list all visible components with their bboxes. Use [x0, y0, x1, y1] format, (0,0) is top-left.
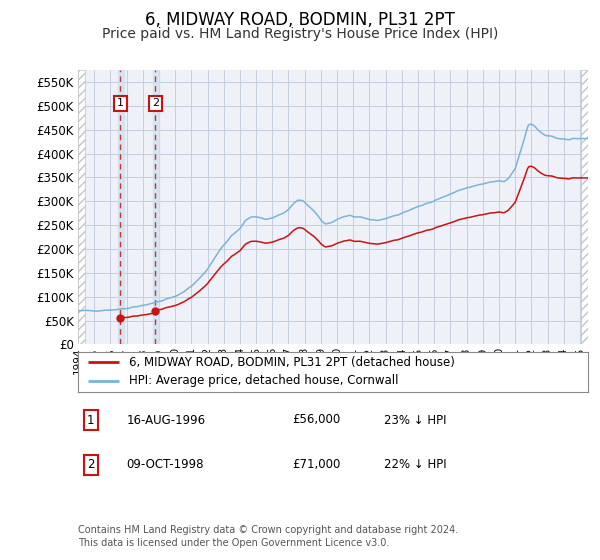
Text: HPI: Average price, detached house, Cornwall: HPI: Average price, detached house, Corn…: [129, 374, 398, 387]
Bar: [581, 70, 589, 344]
Text: £71,000: £71,000: [292, 458, 341, 472]
Text: 2: 2: [152, 99, 159, 109]
Text: 1: 1: [87, 413, 95, 427]
Text: 1: 1: [117, 99, 124, 109]
Bar: [118, 70, 124, 344]
Bar: [153, 70, 159, 344]
Text: Contains HM Land Registry data © Crown copyright and database right 2024.
This d: Contains HM Land Registry data © Crown c…: [78, 525, 458, 548]
Text: 16-AUG-1996: 16-AUG-1996: [127, 413, 206, 427]
Text: 6, MIDWAY ROAD, BODMIN, PL31 2PT: 6, MIDWAY ROAD, BODMIN, PL31 2PT: [145, 11, 455, 29]
Text: £56,000: £56,000: [292, 413, 340, 427]
Text: 23% ↓ HPI: 23% ↓ HPI: [384, 413, 446, 427]
Text: 6, MIDWAY ROAD, BODMIN, PL31 2PT (detached house): 6, MIDWAY ROAD, BODMIN, PL31 2PT (detach…: [129, 356, 455, 368]
Text: Price paid vs. HM Land Registry's House Price Index (HPI): Price paid vs. HM Land Registry's House …: [102, 27, 498, 41]
Text: 22% ↓ HPI: 22% ↓ HPI: [384, 458, 446, 472]
Text: 09-OCT-1998: 09-OCT-1998: [127, 458, 204, 472]
Text: 2: 2: [87, 458, 95, 472]
Bar: [78, 70, 85, 344]
